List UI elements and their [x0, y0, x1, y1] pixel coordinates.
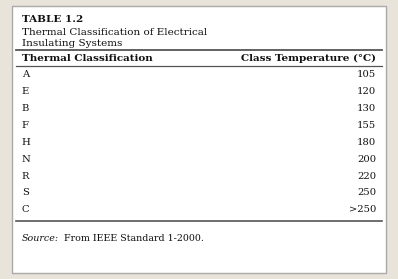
Text: 220: 220: [357, 172, 376, 181]
Text: 250: 250: [357, 189, 376, 198]
Text: From IEEE Standard 1-2000.: From IEEE Standard 1-2000.: [64, 234, 203, 243]
Text: 105: 105: [357, 70, 376, 79]
Text: >250: >250: [349, 205, 376, 214]
Text: Source:: Source:: [22, 234, 59, 243]
Text: B: B: [22, 104, 29, 113]
Text: 180: 180: [357, 138, 376, 147]
Text: R: R: [22, 172, 29, 181]
Text: Class Temperature (°C): Class Temperature (°C): [241, 54, 376, 63]
FancyBboxPatch shape: [12, 6, 386, 273]
Text: 120: 120: [357, 87, 376, 96]
Text: F: F: [22, 121, 29, 130]
Text: N: N: [22, 155, 31, 164]
Text: 200: 200: [357, 155, 376, 164]
Text: TABLE 1.2: TABLE 1.2: [22, 15, 83, 24]
Text: Thermal Classification of Electrical: Thermal Classification of Electrical: [22, 28, 207, 37]
Text: Insulating Systems: Insulating Systems: [22, 39, 122, 47]
Text: S: S: [22, 189, 29, 198]
Text: A: A: [22, 70, 29, 79]
Text: E: E: [22, 87, 29, 96]
Text: 155: 155: [357, 121, 376, 130]
Text: 130: 130: [357, 104, 376, 113]
Text: Thermal Classification: Thermal Classification: [22, 54, 153, 62]
Text: H: H: [22, 138, 31, 147]
Text: C: C: [22, 205, 29, 214]
